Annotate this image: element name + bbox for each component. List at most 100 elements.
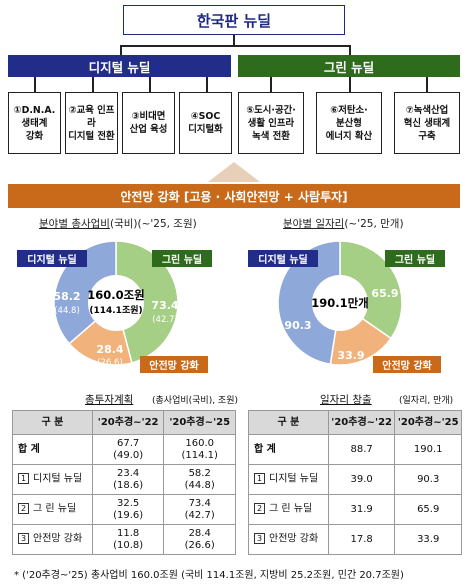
row-label: 합 계 (248, 434, 329, 465)
footnote: * ('20추경~'25) 총사업비 160.0조원 (국비 114.1조원, … (14, 570, 404, 581)
connector-line (349, 45, 351, 55)
subproject-energy: ⑥저탄소· 분산형 에너지 확산 (316, 92, 382, 154)
number-icon: 2 (18, 503, 29, 515)
safety-net-bar: 안전망 강화 [고용 · 사회안전망 + 사람투자] (8, 184, 460, 208)
connector-line (120, 45, 122, 55)
left-chart-title-prefix: 분야별 총사업비 (39, 218, 110, 230)
subproject-education: ②교육 인프라 디지털 전환 (65, 92, 118, 154)
cell: 190.1 (394, 434, 462, 465)
safety-budget-label: 28.4 (96, 343, 123, 356)
subproject-contactless: ③비대면 산업 육성 (122, 92, 175, 154)
cell: 58.2 (44.8) (163, 464, 236, 495)
right-tag-safety: 안전망 강화 (373, 356, 441, 373)
header-category: 구 분 (248, 410, 329, 435)
jobs-table: 구 분 '20추경~'22 '20추경~'25 합 계 88.7 190.1 1… (248, 410, 462, 555)
donut-hole (312, 275, 368, 331)
left-tag-safety: 안전망 강화 (140, 356, 208, 373)
cell: 17.8 (327, 524, 396, 555)
right-chart-title-suffix: (~'25, 만개) (344, 218, 404, 230)
connector-line (349, 77, 351, 92)
donut-hole (88, 275, 144, 331)
subproject-dna: ①D.N.A. 생태계 강화 (8, 92, 61, 154)
header-2025: '20추경~'25 (163, 410, 236, 435)
cell: 88.7 (327, 434, 396, 465)
subproject-soc: ④SOC 디지털화 (179, 92, 232, 154)
connector-line (233, 35, 235, 45)
table-row: 1 디지털 뉴딜 23.4 (18.6) 58.2 (44.8) (12, 464, 236, 495)
pie-center-total: 160.0조원 (87, 288, 145, 302)
pie-center-gov: (114.1조원) (89, 304, 142, 316)
right-table-unit: (일자리, 만개) (399, 396, 454, 406)
table-row: 3 안전망 강화 11.8 (10.8) 28.4 (26.6) (12, 524, 236, 555)
left-tag-digital: 디지털 뉴딜 (17, 250, 87, 267)
connector-line (270, 77, 272, 92)
pie-slice-digital (277, 240, 341, 366)
cell: 90.3 (394, 464, 462, 495)
green-gov-label: (42.7) (152, 315, 178, 325)
cell: 23.4 (18.6) (91, 464, 165, 495)
digital-gov-label: (44.8) (54, 306, 80, 316)
cell: 39.0 (327, 464, 396, 495)
cell: 31.9 (327, 494, 396, 525)
header-2025: '20추경~'25 (394, 410, 462, 435)
number-icon: 1 (18, 473, 29, 485)
right-chart-title: 분야별 일자리(~'25, 만개) (283, 216, 404, 231)
green-jobs-label: 65.9 (371, 287, 398, 300)
number-icon: 3 (254, 533, 265, 545)
digital-jobs-label: 90.3 (284, 319, 311, 332)
left-table-title: 총투자계획 (85, 394, 134, 406)
cell: 32.5 (19.6) (91, 494, 165, 525)
table-row: 1 디지털 뉴딜 39.0 90.3 (248, 464, 462, 495)
number-icon: 2 (254, 503, 265, 515)
number-icon: 3 (18, 533, 29, 545)
connector-line (206, 77, 208, 92)
cell: 65.9 (394, 494, 462, 525)
up-arrow-icon (208, 162, 260, 182)
cell: 33.9 (394, 524, 462, 555)
header-category: 구 분 (12, 410, 93, 435)
right-chart-title-prefix: 분야별 일자리 (283, 218, 345, 230)
right-table-title: 일자리 창출 (320, 394, 372, 406)
right-tag-digital: 디지털 뉴딜 (248, 250, 318, 267)
connector-line (120, 45, 350, 47)
connector-line (92, 77, 94, 92)
digital-budget-label: 58.2 (53, 290, 80, 303)
connector-line (149, 77, 151, 92)
connector-line (426, 77, 428, 92)
row-label: 합 계 (12, 434, 93, 465)
green-newdeal-header: 그린 뉴딜 (238, 55, 460, 77)
cell: 67.7 (49.0) (91, 434, 165, 465)
pie-center-total: 190.1만개 (311, 296, 369, 310)
cell: 73.4 (42.7) (163, 494, 236, 525)
page-title: 한국판 뉴딜 (123, 5, 345, 35)
number-icon: 1 (254, 473, 265, 485)
budget-pie-chart: 160.0조원 (114.1조원) 58.2 (44.8) 73.4 (42.7… (53, 240, 179, 368)
left-chart-title: 분야별 총사업비(국비)(~'25, 조원) (39, 216, 197, 231)
jobs-pie-chart: 190.1만개 90.3 65.9 33.9 (277, 240, 403, 366)
safety-jobs-label: 33.9 (337, 349, 364, 362)
right-tag-green: 그린 뉴딜 (385, 250, 445, 267)
subproject-green-industry: ⑦녹색산업 혁신 생태계 구축 (394, 92, 460, 154)
pie-slice-green (115, 240, 179, 364)
table-row: 합 계 88.7 190.1 (248, 434, 462, 465)
table-row: 합 계 67.7 (49.0) 160.0 (114.1) (12, 434, 236, 465)
green-budget-label: 73.4 (151, 299, 178, 312)
cell: 28.4 (26.6) (163, 524, 236, 555)
header-2022: '20추경~'22 (327, 410, 396, 435)
row-label: 3 안전망 강화 (248, 524, 329, 555)
safety-gov-label: (26.6) (97, 358, 123, 368)
investment-table: 구 분 '20추경~'22 '20추경~'25 합 계 67.7 (49.0) 1… (12, 410, 236, 555)
row-label: 1 디지털 뉴딜 (248, 464, 329, 495)
table-row: 3 안전망 강화 17.8 33.9 (248, 524, 462, 555)
connector-line (34, 77, 36, 92)
subproject-urban: ⑤도시·공간· 생활 인프라 녹색 전환 (238, 92, 304, 154)
row-label: 3 안전망 강화 (12, 524, 93, 555)
left-table-unit: (총사업비(국비), 조원) (152, 396, 239, 406)
digital-newdeal-header: 디지털 뉴딜 (8, 55, 231, 77)
cell: 11.8 (10.8) (91, 524, 165, 555)
row-label: 1 디지털 뉴딜 (12, 464, 93, 495)
header-2022: '20추경~'22 (91, 410, 165, 435)
